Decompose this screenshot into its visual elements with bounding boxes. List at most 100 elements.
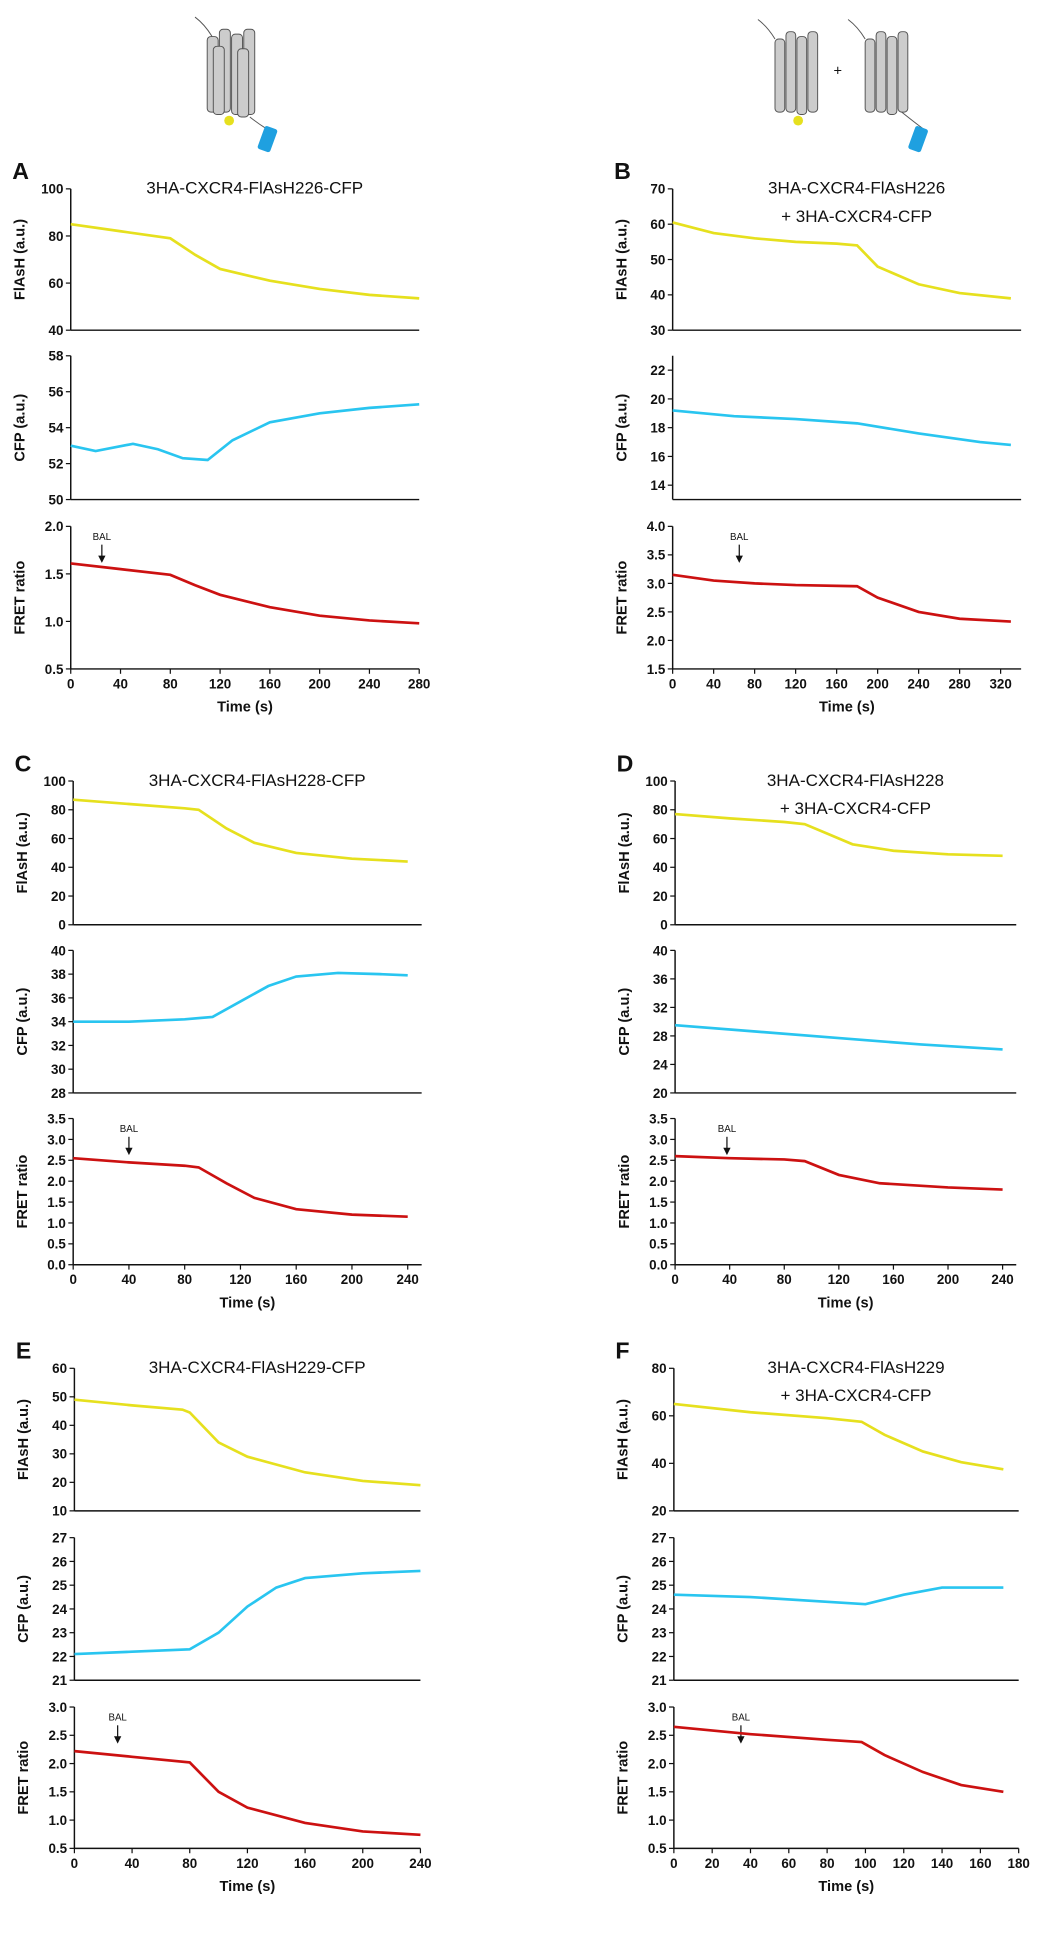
y-tick-label: 3.5 — [647, 548, 666, 563]
x-tick-label: 240 — [907, 676, 929, 691]
y-tick-label: 1.0 — [48, 1813, 67, 1828]
y-axis-label: FRET ratio — [12, 561, 28, 635]
x-tick-label: 200 — [341, 1272, 363, 1287]
y-tick-label: 3.0 — [649, 1132, 668, 1147]
y-axis-label: CFP (a.u.) — [15, 988, 31, 1056]
y-tick-label: 1.5 — [45, 567, 64, 582]
y-tick-label: 30 — [51, 1062, 66, 1077]
y-tick-label: 80 — [652, 1361, 667, 1376]
y-tick-label: 1.5 — [648, 1785, 667, 1800]
y-tick-label: 0 — [660, 918, 667, 933]
y-axis-label: FlAsH (a.u.) — [12, 219, 28, 300]
y-tick-label: 40 — [650, 288, 665, 303]
y-tick-label: 21 — [652, 1673, 667, 1688]
y-tick-label: 0.5 — [47, 1237, 66, 1252]
y-axis-label: FRET ratio — [616, 1741, 632, 1815]
data-line — [71, 224, 419, 298]
chart-subtitle: + 3HA-CXCR4-CFP — [780, 1386, 931, 1405]
y-axis-label: CFP (a.u.) — [12, 394, 28, 462]
x-tick-label: 160 — [882, 1272, 904, 1287]
y-tick-label: 2.0 — [45, 519, 64, 534]
y-tick-label: 22 — [52, 1649, 67, 1664]
y-tick-label: 30 — [650, 323, 665, 338]
x-tick-label: 40 — [113, 676, 128, 691]
y-tick-label: 40 — [52, 1418, 67, 1433]
y-tick-label: 1.5 — [647, 662, 666, 677]
y-tick-label: 40 — [51, 943, 66, 958]
y-tick-label: 25 — [652, 1578, 667, 1593]
y-axis-label: FRET ratio — [15, 1155, 31, 1229]
page: {"chart_data":[ {"type":"line","panel":"… — [0, 0, 1048, 1935]
y-tick-label: 34 — [51, 1015, 66, 1030]
y-tick-label: 0.5 — [648, 1841, 667, 1856]
y-axis-label: FlAsH (a.u.) — [15, 812, 31, 893]
y-axis-label: FlAsH (a.u.) — [617, 812, 633, 893]
y-tick-label: 4.0 — [647, 519, 666, 534]
x-axis-label: Time (s) — [818, 1879, 874, 1895]
x-tick-label: 160 — [259, 676, 281, 691]
x-tick-label: 40 — [743, 1856, 758, 1871]
x-tick-label: 160 — [285, 1272, 307, 1287]
annotation-label: BAL — [120, 1124, 139, 1135]
y-tick-label: 1.0 — [47, 1216, 66, 1231]
data-line — [74, 1751, 420, 1835]
y-tick-label: 60 — [52, 1361, 67, 1376]
y-tick-label: 20 — [52, 1475, 67, 1490]
data-line — [673, 410, 1011, 445]
x-tick-label: 80 — [177, 1272, 192, 1287]
y-axis-label: FRET ratio — [614, 561, 630, 635]
chart-title: 3HA-CXCR4-FlAsH226 — [768, 179, 945, 198]
y-tick-label: 80 — [49, 229, 64, 244]
data-line — [73, 800, 408, 862]
figure: + 40 60 80 100 FlAsH (a.u.) A 3HA-CXCR4-FlAsH2… — [0, 0, 1048, 1930]
annotation-arrowhead — [98, 556, 105, 563]
y-tick-label: 1.0 — [649, 1216, 668, 1231]
annotation-label: BAL — [730, 532, 749, 543]
panel-label: A — [12, 158, 29, 184]
y-tick-label: 1.5 — [48, 1785, 67, 1800]
x-tick-label: 120 — [893, 1856, 915, 1871]
x-tick-label: 0 — [69, 1272, 76, 1287]
annotation-label: BAL — [93, 532, 112, 543]
y-tick-label: 0.5 — [48, 1841, 67, 1856]
chart-subtitle: + 3HA-CXCR4-CFP — [780, 799, 931, 818]
data-line — [71, 404, 419, 460]
y-tick-label: 24 — [52, 1602, 67, 1617]
y-tick-label: 1.0 — [648, 1813, 667, 1828]
x-tick-label: 80 — [777, 1272, 792, 1287]
data-line — [74, 1400, 420, 1486]
svg-text:+: + — [833, 64, 842, 80]
y-tick-label: 24 — [652, 1602, 667, 1617]
receptor-icon — [195, 17, 278, 153]
y-tick-label: 2.5 — [648, 1728, 667, 1743]
y-tick-label: 1.5 — [649, 1195, 668, 1210]
y-axis-label: FlAsH (a.u.) — [614, 219, 630, 300]
y-tick-label: 18 — [650, 421, 665, 436]
y-tick-label: 60 — [49, 276, 64, 291]
x-tick-label: 160 — [294, 1856, 316, 1871]
chart-title: 3HA-CXCR4-FlAsH228-CFP — [149, 771, 366, 790]
data-line — [674, 1404, 1003, 1469]
y-tick-label: 52 — [49, 456, 64, 471]
chart-title: 3HA-CXCR4-FlAsH229-CFP — [149, 1358, 366, 1377]
annotation-arrowhead — [723, 1148, 730, 1155]
panel-label: B — [614, 158, 631, 184]
y-tick-label: 3.0 — [47, 1132, 66, 1147]
data-line — [674, 1727, 1003, 1792]
x-tick-label: 40 — [121, 1272, 136, 1287]
y-tick-label: 60 — [51, 831, 66, 846]
y-tick-label: 2.0 — [47, 1174, 66, 1189]
y-tick-label: 56 — [49, 385, 64, 400]
chart-subtitle: + 3HA-CXCR4-CFP — [781, 207, 932, 226]
y-tick-label: 100 — [44, 774, 66, 789]
x-tick-label: 0 — [670, 1856, 677, 1871]
y-tick-label: 3.5 — [47, 1111, 66, 1126]
annotation-arrowhead — [125, 1148, 132, 1155]
x-tick-label: 0 — [669, 676, 676, 691]
y-tick-label: 60 — [653, 831, 668, 846]
y-tick-label: 40 — [49, 323, 64, 338]
x-tick-label: 80 — [163, 676, 178, 691]
panel-label: C — [15, 750, 32, 776]
y-tick-label: 36 — [653, 972, 668, 987]
x-tick-label: 120 — [229, 1272, 251, 1287]
